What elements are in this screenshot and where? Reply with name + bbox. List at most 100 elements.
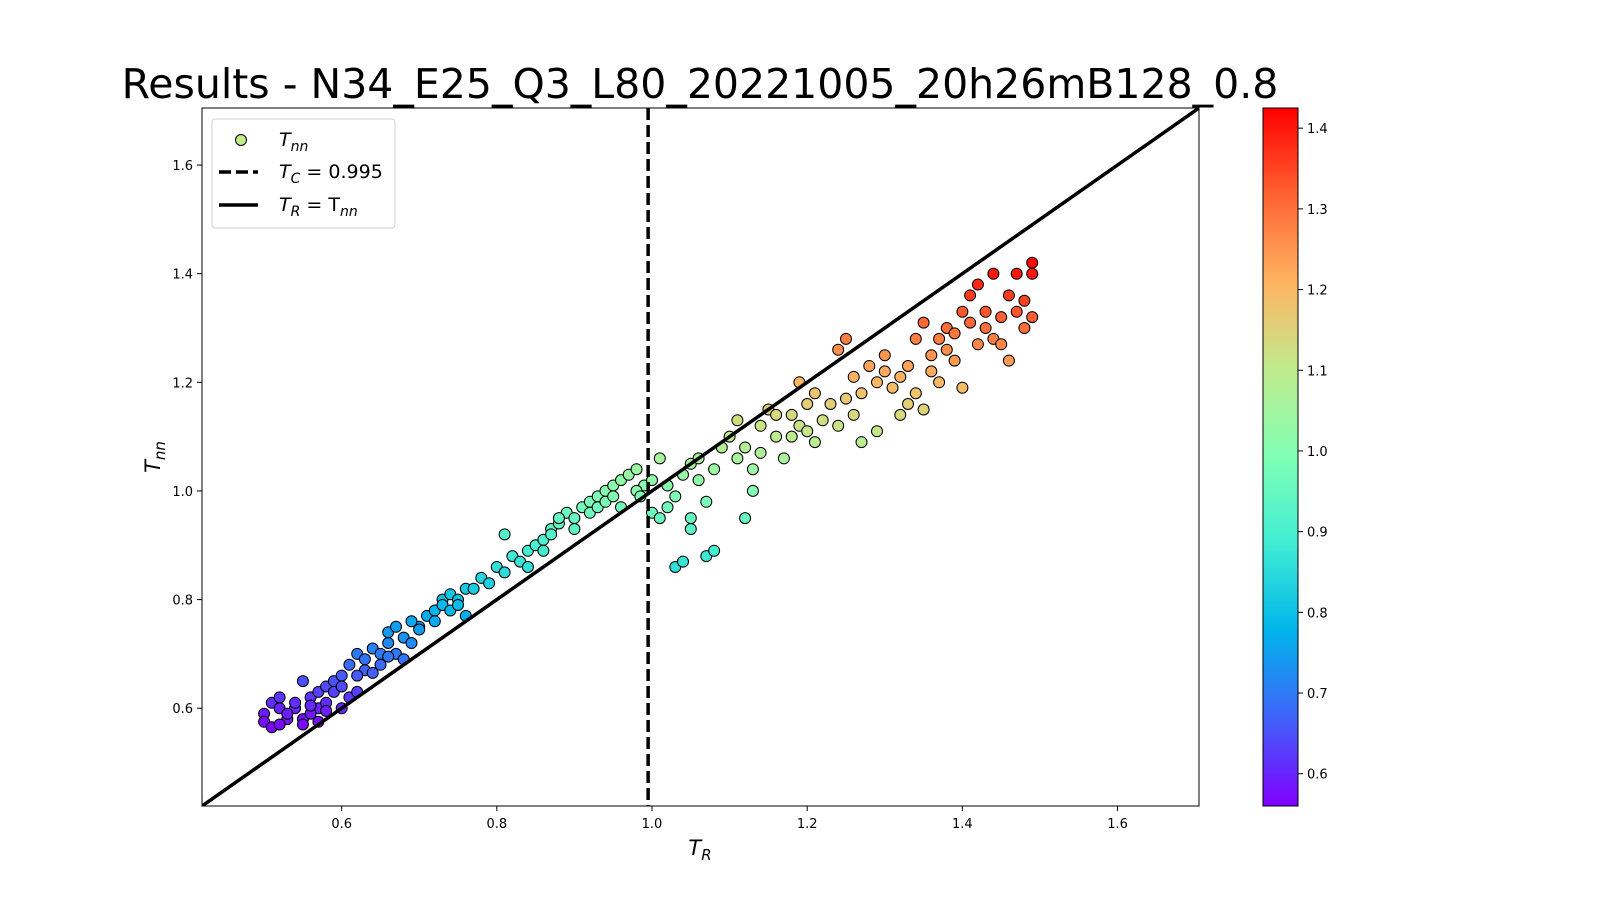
colorbar-tick-label: 0.6: [1307, 768, 1328, 783]
data-point: [754, 419, 767, 432]
data-point: [552, 512, 565, 525]
x-tick-label: 1.0: [642, 817, 663, 832]
data-point: [855, 436, 868, 449]
colorbar-tick-label: 1.1: [1307, 364, 1328, 379]
data-point: [863, 360, 876, 372]
data-point: [971, 338, 984, 351]
data-point: [902, 398, 914, 410]
data-point: [832, 343, 845, 356]
data-point: [335, 680, 348, 693]
data-point: [855, 387, 868, 400]
legend: Tnn TC = 0.995 TR = Tnn: [211, 118, 396, 229]
data-point: [894, 370, 907, 383]
data-point: [754, 446, 767, 459]
data-point: [405, 615, 418, 628]
data-point: [661, 501, 674, 514]
colorbar: [1262, 107, 1299, 807]
colorbar-tick-label: 1.4: [1307, 122, 1328, 137]
data-point: [374, 658, 387, 671]
data-point: [498, 566, 511, 579]
data-point: [669, 490, 682, 503]
data-point: [281, 707, 294, 720]
data-point: [692, 474, 705, 487]
data-point: [521, 561, 534, 573]
data-point: [731, 452, 744, 465]
data-point: [824, 398, 837, 410]
data-point: [816, 414, 829, 427]
data-point: [871, 425, 883, 438]
data-point: [777, 452, 790, 465]
data-point: [708, 544, 721, 557]
data-point: [335, 669, 348, 682]
data-point: [948, 354, 961, 367]
colorbar-tick-label: 1.3: [1307, 203, 1328, 218]
data-point: [739, 441, 752, 454]
data-point: [1026, 267, 1039, 280]
data-point: [304, 699, 317, 712]
data-point: [1002, 354, 1015, 367]
data-point: [909, 387, 922, 400]
data-point: [607, 490, 620, 503]
x-tick-label: 0.8: [486, 817, 507, 832]
y-tick-label: 1.2: [172, 376, 193, 391]
data-point: [878, 349, 891, 362]
data-point: [746, 463, 759, 476]
data-point: [677, 555, 689, 568]
data-point: [405, 637, 418, 649]
data-point: [770, 408, 783, 421]
data-point: [1026, 311, 1039, 324]
data-point: [886, 381, 899, 394]
y-tick-label: 1.0: [172, 485, 193, 500]
data-point: [925, 349, 938, 362]
legend-label-identity: TR = Tnn: [279, 194, 358, 220]
data-point: [995, 311, 1008, 324]
data-point: [537, 544, 550, 557]
data-point: [909, 332, 922, 345]
x-axis-label: TR: [688, 836, 711, 864]
data-point: [684, 512, 697, 525]
data-point: [847, 370, 860, 383]
data-point: [878, 365, 891, 378]
data-point: [902, 360, 914, 372]
x-tick-label: 0.6: [331, 817, 352, 832]
data-point: [785, 408, 798, 421]
data-point: [382, 650, 395, 663]
colorbar-ticks: 0.6 0.7 0.8 0.9 1.0 1.1 1.2 1.3 1.4: [1298, 122, 1328, 783]
scatter-points: [258, 256, 1039, 734]
y-tick-label: 1.6: [172, 159, 193, 174]
x-tick-label: 1.6: [1107, 817, 1128, 832]
data-point: [917, 316, 930, 329]
data-point: [498, 528, 511, 541]
identity-line: [202, 108, 1199, 806]
colorbar-tick-label: 1.2: [1307, 284, 1328, 299]
data-point: [296, 718, 309, 731]
data-point: [1010, 305, 1023, 318]
data-point: [940, 343, 953, 356]
data-point: [390, 620, 402, 633]
y-axis-ticks: 0.6 0.8 1.0 1.2 1.4 1.6: [172, 159, 202, 717]
data-point: [1018, 322, 1031, 334]
y-tick-label: 1.4: [172, 268, 193, 283]
data-point: [343, 658, 356, 671]
data-point: [971, 278, 984, 291]
data-point: [413, 623, 426, 636]
data-point: [653, 512, 666, 525]
data-point: [731, 414, 744, 427]
data-point: [630, 463, 643, 476]
data-point: [568, 512, 581, 525]
data-point: [366, 666, 379, 679]
colorbar-tick-label: 0.9: [1307, 526, 1328, 541]
data-point: [840, 392, 852, 405]
data-point: [933, 332, 946, 345]
legend-marker-icon: [235, 134, 247, 146]
data-point: [351, 669, 364, 682]
x-axis-ticks: 0.6 0.8 1.0 1.2 1.4 1.6: [331, 806, 1128, 832]
data-point: [700, 495, 713, 508]
data-point: [1002, 289, 1015, 302]
data-point: [808, 436, 821, 449]
data-point: [273, 718, 286, 731]
colorbar-tick-label: 0.8: [1307, 606, 1328, 621]
data-point: [320, 704, 333, 717]
data-point: [382, 637, 395, 649]
data-point: [568, 523, 581, 535]
